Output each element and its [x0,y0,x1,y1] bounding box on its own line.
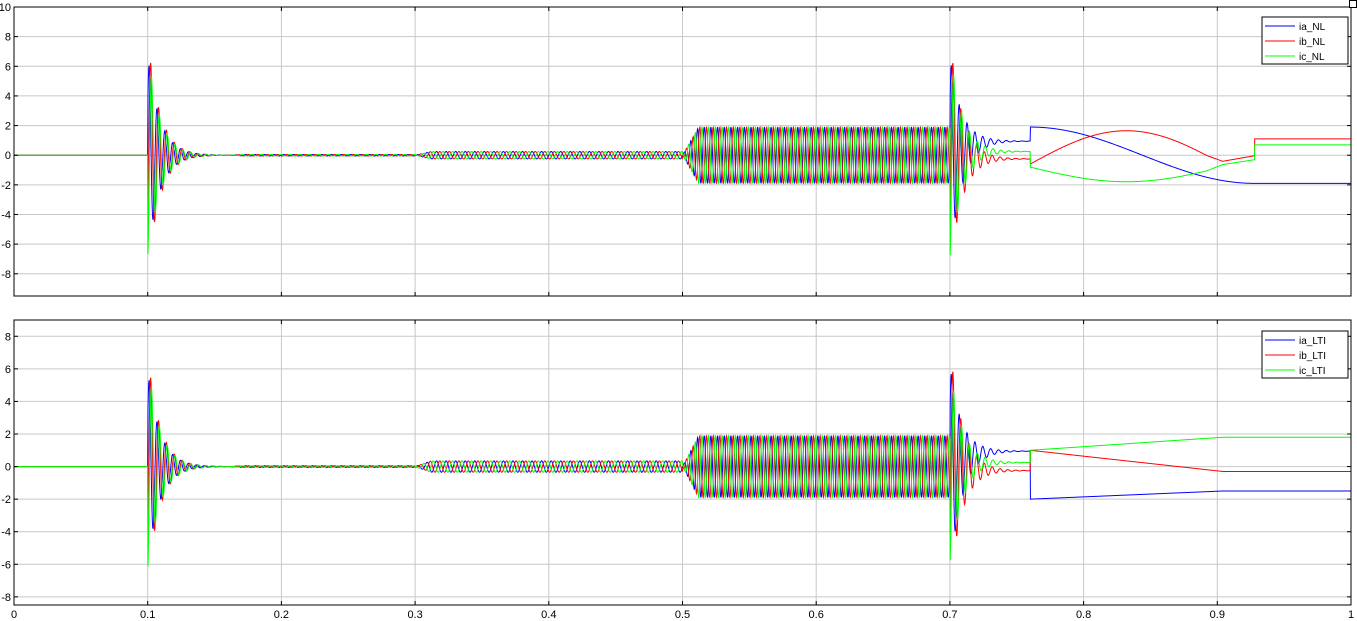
x-tick-label: 0.2 [274,609,289,621]
x-tick-label: 0.9 [1210,609,1225,621]
legend-label-ib_NL: ib_NL [1299,37,1326,48]
y-tick-label: -2 [1,180,11,192]
x-tick-label: 0.4 [541,609,556,621]
y-tick-label: 0 [5,462,11,474]
y-tick-label: 6 [5,364,11,376]
trace-group [14,371,1351,567]
y-tick-label: 6 [5,61,11,73]
legend: ia_LTI ib_LTI ic_LTI [1261,330,1349,379]
plot-panel-1: -8 -6 -4 -2 0 2 4 6 8 10 ia_NL ib_NL ic_NL [0,2,1352,297]
y-tick-label: 2 [5,121,11,133]
window-corner-handle [1349,0,1357,8]
legend: ia_NL ib_NL ic_NL [1261,16,1349,65]
y-tick-label: -6 [1,559,11,571]
y-tick-label: 4 [5,396,11,408]
y-tick-label: -6 [1,239,11,251]
plot-panel-2: -8 -6 -4 -2 0 2 4 6 8 0 0.1 0.2 0.3 0.4 0.5 0.6 0.7 0.8 0.… [1,319,1354,621]
y-tick-label: -2 [1,494,11,506]
y-tick-label: -4 [1,209,11,221]
series-line-ic_NL [14,74,1351,256]
x-tick-label: 0.6 [809,609,824,621]
y-tick-label: 2 [5,429,11,441]
legend-label-ic_NL: ic_NL [1299,52,1325,63]
y-tick-label: -8 [1,592,11,604]
legend-label-ia_NL: ia_NL [1299,22,1326,33]
legend-label-ia_LTI: ia_LTI [1299,336,1326,347]
x-tick-label: 0 [11,609,17,621]
x-tick-label: 0.5 [675,609,690,621]
y-tick-label: 4 [5,91,11,103]
x-tick-label: 0.7 [942,609,957,621]
y-tick-label: 8 [5,32,11,44]
y-tick-label: 10 [0,2,11,14]
x-tick-label: 0.1 [140,609,155,621]
y-tick-label: -4 [1,527,11,539]
y-tick-label: -8 [1,269,11,281]
y-tick-label: 8 [5,331,11,343]
series-line-ic_LTI [14,386,1351,567]
x-tick-label: 0.8 [1076,609,1091,621]
x-tick-label: 0.3 [407,609,422,621]
legend-label-ic_LTI: ic_LTI [1299,366,1326,377]
trace-group [14,62,1351,256]
legend-label-ib_LTI: ib_LTI [1299,351,1326,362]
y-tick-label: 0 [5,150,11,162]
x-tick-label: 1 [1348,609,1354,621]
